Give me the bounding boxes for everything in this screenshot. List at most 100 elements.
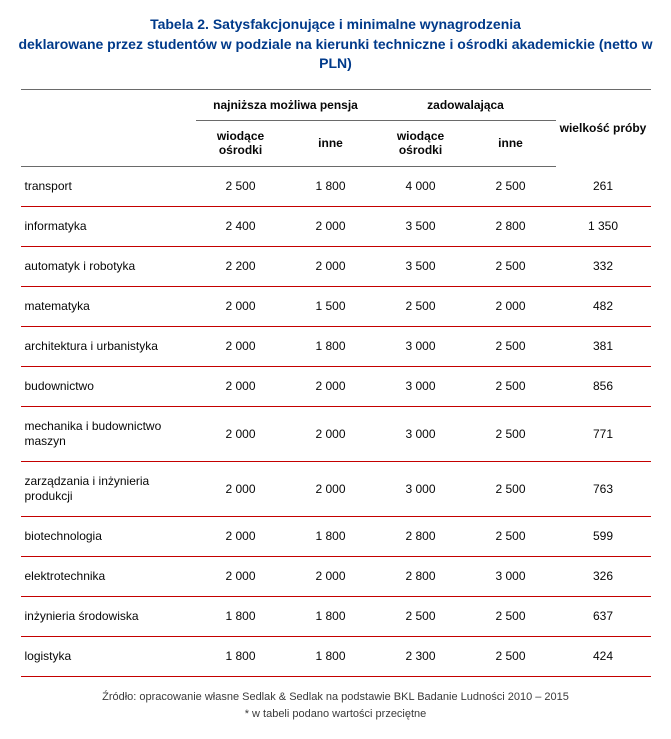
table-footer: Źródło: opracowanie własne Sedlak & Sedl… xyxy=(0,689,671,724)
cell-sat-leading: 2 500 xyxy=(376,286,466,326)
cell-sat-leading: 3 000 xyxy=(376,326,466,366)
cell-sample: 381 xyxy=(556,326,651,366)
cell-min-leading: 2 000 xyxy=(196,516,286,556)
cell-min-other: 1 800 xyxy=(286,636,376,676)
cell-sample: 482 xyxy=(556,286,651,326)
cell-sample: 326 xyxy=(556,556,651,596)
header-sub-blank xyxy=(21,120,196,166)
cell-sat-leading: 4 000 xyxy=(376,166,466,206)
header-sat-leading: wiodące ośrodki xyxy=(376,120,466,166)
cell-sample: 771 xyxy=(556,406,651,461)
cell-label: informatyka xyxy=(21,206,196,246)
cell-min-other: 1 800 xyxy=(286,166,376,206)
cell-min-leading: 2 000 xyxy=(196,286,286,326)
cell-label: automatyk i robotyka xyxy=(21,246,196,286)
title-line-2: deklarowane przez studentów w podziale n… xyxy=(18,36,652,72)
table-row: logistyka1 8001 8002 3002 500424 xyxy=(21,636,651,676)
cell-sat-other: 2 000 xyxy=(466,286,556,326)
page-container: Tabela 2. Satysfakcjonujące i minimalne … xyxy=(0,0,671,739)
cell-label: zarządzania i inżynieria produkcji xyxy=(21,461,196,516)
table-header: najniższa możliwa pensja zadowalająca wi… xyxy=(21,89,651,166)
cell-sample: 424 xyxy=(556,636,651,676)
cell-min-leading: 2 400 xyxy=(196,206,286,246)
cell-label: mechanika i budownictwo maszyn xyxy=(21,406,196,461)
cell-sat-leading: 3 500 xyxy=(376,246,466,286)
cell-min-other: 2 000 xyxy=(286,406,376,461)
cell-sat-leading: 3 000 xyxy=(376,406,466,461)
cell-min-other: 2 000 xyxy=(286,206,376,246)
header-sat-other: inne xyxy=(466,120,556,166)
cell-min-leading: 2 000 xyxy=(196,556,286,596)
cell-min-leading: 2 500 xyxy=(196,166,286,206)
table-row: biotechnologia2 0001 8002 8002 500599 xyxy=(21,516,651,556)
table-row: zarządzania i inżynieria produkcji2 0002… xyxy=(21,461,651,516)
cell-label: elektrotechnika xyxy=(21,556,196,596)
table-row: elektrotechnika2 0002 0002 8003 000326 xyxy=(21,556,651,596)
cell-min-other: 2 000 xyxy=(286,246,376,286)
header-blank xyxy=(21,89,196,120)
cell-label: matematyka xyxy=(21,286,196,326)
cell-sample: 763 xyxy=(556,461,651,516)
header-group-min: najniższa możliwa pensja xyxy=(196,89,376,120)
cell-min-leading: 2 000 xyxy=(196,461,286,516)
cell-min-leading: 2 200 xyxy=(196,246,286,286)
cell-sat-other: 2 500 xyxy=(466,596,556,636)
cell-label: inżynieria środowiska xyxy=(21,596,196,636)
table-row: architektura i urbanistyka2 0001 8003 00… xyxy=(21,326,651,366)
cell-sample: 599 xyxy=(556,516,651,556)
header-min-leading: wiodące ośrodki xyxy=(196,120,286,166)
cell-min-other: 2 000 xyxy=(286,461,376,516)
salary-table: najniższa możliwa pensja zadowalająca wi… xyxy=(21,89,651,677)
cell-min-leading: 1 800 xyxy=(196,596,286,636)
header-group-row: najniższa możliwa pensja zadowalająca wi… xyxy=(21,89,651,120)
table-row: mechanika i budownictwo maszyn2 0002 000… xyxy=(21,406,651,461)
cell-min-other: 2 000 xyxy=(286,556,376,596)
cell-label: logistyka xyxy=(21,636,196,676)
footer-note: * w tabeli podano wartości przeciętne xyxy=(0,706,671,724)
cell-sample: 261 xyxy=(556,166,651,206)
header-sample-label: wielkość próby xyxy=(560,121,647,135)
cell-sat-other: 3 000 xyxy=(466,556,556,596)
table-row: automatyk i robotyka2 2002 0003 5002 500… xyxy=(21,246,651,286)
table-row: informatyka2 4002 0003 5002 8001 350 xyxy=(21,206,651,246)
cell-sat-leading: 3 500 xyxy=(376,206,466,246)
table-row: budownictwo2 0002 0003 0002 500856 xyxy=(21,366,651,406)
cell-min-leading: 1 800 xyxy=(196,636,286,676)
cell-sat-leading: 2 800 xyxy=(376,556,466,596)
cell-sat-other: 2 500 xyxy=(466,246,556,286)
cell-sample: 856 xyxy=(556,366,651,406)
cell-min-other: 1 500 xyxy=(286,286,376,326)
cell-sat-other: 2 500 xyxy=(466,516,556,556)
table-row: inżynieria środowiska1 8001 8002 5002 50… xyxy=(21,596,651,636)
cell-sat-leading: 2 800 xyxy=(376,516,466,556)
cell-min-leading: 2 000 xyxy=(196,406,286,461)
cell-label: biotechnologia xyxy=(21,516,196,556)
cell-min-other: 1 800 xyxy=(286,326,376,366)
cell-sat-leading: 2 500 xyxy=(376,596,466,636)
cell-sample: 1 350 xyxy=(556,206,651,246)
cell-sat-leading: 3 000 xyxy=(376,461,466,516)
header-sample: wielkość próby xyxy=(556,89,651,166)
header-min-other: inne xyxy=(286,120,376,166)
cell-sat-other: 2 500 xyxy=(466,461,556,516)
footer-source: Źródło: opracowanie własne Sedlak & Sedl… xyxy=(0,689,671,707)
cell-sat-other: 2 800 xyxy=(466,206,556,246)
cell-sat-other: 2 500 xyxy=(466,406,556,461)
title-line-1: Tabela 2. Satysfakcjonujące i minimalne … xyxy=(150,16,521,32)
cell-label: transport xyxy=(21,166,196,206)
cell-label: budownictwo xyxy=(21,366,196,406)
cell-sat-other: 2 500 xyxy=(466,366,556,406)
cell-min-other: 1 800 xyxy=(286,516,376,556)
cell-label: architektura i urbanistyka xyxy=(21,326,196,366)
cell-sat-leading: 3 000 xyxy=(376,366,466,406)
cell-sat-other: 2 500 xyxy=(466,326,556,366)
table-row: matematyka2 0001 5002 5002 000482 xyxy=(21,286,651,326)
table-title: Tabela 2. Satysfakcjonujące i minimalne … xyxy=(2,15,669,74)
cell-sat-other: 2 500 xyxy=(466,166,556,206)
cell-sat-leading: 2 300 xyxy=(376,636,466,676)
cell-min-other: 1 800 xyxy=(286,596,376,636)
cell-min-other: 2 000 xyxy=(286,366,376,406)
cell-min-leading: 2 000 xyxy=(196,326,286,366)
cell-sat-other: 2 500 xyxy=(466,636,556,676)
cell-sample: 332 xyxy=(556,246,651,286)
